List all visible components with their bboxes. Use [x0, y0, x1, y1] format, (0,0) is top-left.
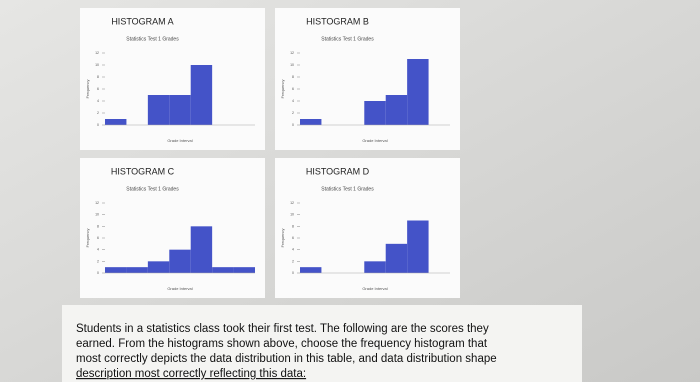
chart-panel — [80, 8, 265, 150]
chart-panel — [275, 158, 460, 298]
y-tick-label: 12 — [290, 201, 294, 205]
y-tick-label: 6 — [292, 236, 294, 240]
y-tick-label: 4 — [292, 248, 294, 252]
y-axis-label: Frequency — [280, 229, 285, 248]
y-tick-label: 10 — [290, 213, 294, 217]
x-axis-label: Grade Interval — [362, 138, 387, 143]
bar — [190, 65, 213, 125]
y-tick-label: 6 — [292, 87, 294, 91]
y-tick-label: 0 — [97, 271, 99, 275]
chart-panel — [275, 8, 460, 150]
y-tick-label: 0 — [292, 271, 294, 275]
chart: HISTOGRAM C Statistics Test 1 Grades Grade… — [80, 158, 265, 298]
x-axis-label: Grade Interval — [362, 286, 387, 291]
bar — [385, 243, 408, 273]
y-tick-label: 0 — [97, 123, 99, 127]
y-tick-label: 2 — [97, 111, 99, 115]
chart: HISTOGRAM A Statistics Test 1 Grades Grade… — [80, 8, 265, 150]
y-tick-label: 12 — [95, 201, 99, 205]
chart: HISTOGRAM B Statistics Test 1 Grades Grade… — [275, 8, 460, 150]
y-tick-label: 10 — [95, 63, 99, 67]
y-tick-label: 2 — [292, 259, 294, 263]
y-tick-label: 8 — [97, 75, 99, 79]
chart: HISTOGRAM D Statistics Test 1 Grades Grade… — [275, 158, 460, 298]
question-line: Students in a statistics class took thei… — [76, 323, 489, 335]
question-line: most correctly depicts the data distribu… — [76, 353, 497, 365]
bar — [407, 220, 429, 273]
y-tick-label: 4 — [292, 99, 294, 103]
chart-panel — [80, 158, 265, 298]
bar — [190, 226, 213, 273]
y-tick-label: 10 — [95, 213, 99, 217]
chart-title: HISTOGRAM A — [111, 16, 173, 26]
bar — [300, 119, 322, 125]
bar — [126, 267, 148, 273]
bar — [300, 267, 322, 273]
y-tick-label: 8 — [292, 75, 294, 79]
y-tick-label: 0 — [292, 123, 294, 127]
chart-title: HISTOGRAM C — [111, 166, 175, 176]
bar — [169, 95, 191, 125]
y-tick-label: 4 — [97, 248, 99, 252]
chart-subtitle: Statistics Test 1 Grades — [321, 186, 374, 192]
bar — [364, 101, 386, 125]
y-tick-label: 8 — [97, 224, 99, 228]
question: Students in a statistics class took thei… — [76, 323, 497, 380]
bar — [105, 119, 127, 125]
chart-subtitle: Statistics Test 1 Grades — [126, 36, 179, 42]
bar — [169, 249, 191, 273]
y-axis-label: Frequency — [280, 80, 285, 99]
y-axis-label: Frequency — [85, 229, 90, 248]
y-tick-label: 2 — [97, 259, 99, 263]
bar — [212, 267, 234, 273]
bar — [233, 267, 255, 273]
bar — [147, 95, 170, 125]
y-tick-label: 8 — [292, 224, 294, 228]
y-tick-label: 12 — [95, 51, 99, 55]
question-area — [62, 305, 582, 382]
bar — [407, 59, 429, 125]
y-tick-label: 4 — [97, 99, 99, 103]
x-axis-label: Grade Interval — [167, 138, 192, 143]
bar — [364, 261, 386, 273]
y-tick-label: 12 — [290, 51, 294, 55]
y-tick-label: 6 — [97, 87, 99, 91]
chart-title: HISTOGRAM D — [306, 166, 370, 176]
chart-subtitle: Statistics Test 1 Grades — [126, 186, 179, 192]
bar — [385, 95, 408, 125]
chart-subtitle: Statistics Test 1 Grades — [321, 36, 374, 42]
question-line: earned. From the histograms shown above,… — [76, 338, 488, 350]
bar — [105, 267, 127, 273]
x-axis-label: Grade Interval — [167, 286, 192, 291]
question-line: description most correctly reflecting th… — [76, 368, 306, 380]
y-tick-label: 10 — [290, 63, 294, 67]
bar — [147, 261, 170, 273]
chart-title: HISTOGRAM B — [306, 16, 369, 26]
y-tick-label: 2 — [292, 111, 294, 115]
y-tick-label: 6 — [97, 236, 99, 240]
y-axis-label: Frequency — [85, 80, 90, 99]
